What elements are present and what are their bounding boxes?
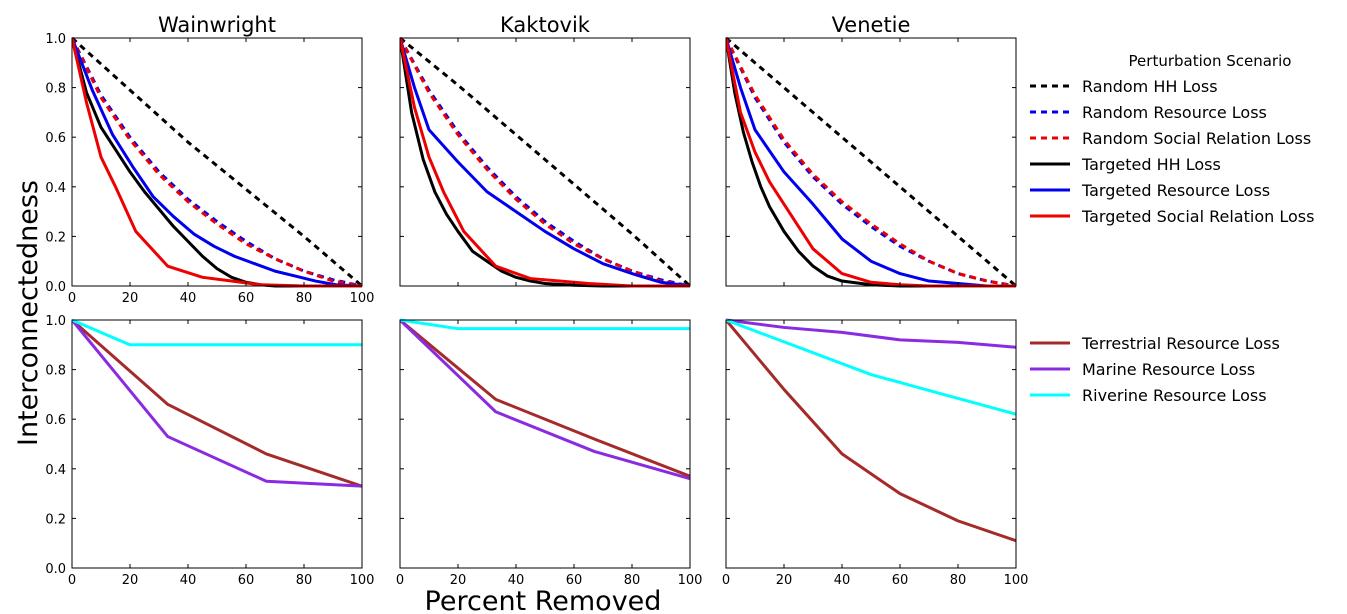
x-tick-label: 100 <box>350 291 375 306</box>
series-line-random-social-relation-loss <box>72 37 362 288</box>
x-tick-label: 0 <box>68 573 76 588</box>
series-line-riverine-resource-loss <box>400 318 690 331</box>
axes-frame <box>71 319 363 569</box>
x-tick-label: 60 <box>238 291 255 306</box>
y-tick-label: 0.8 <box>45 364 66 379</box>
series-line-terrestrial-resource-loss <box>400 318 690 478</box>
series-group <box>400 36 690 288</box>
x-tick-label: 0 <box>68 291 76 306</box>
legend-label-targeted-resource-loss: Targeted Resource Loss <box>1081 181 1270 200</box>
legends: Perturbation Scenario Random HH Loss Rando… <box>1030 52 1314 405</box>
series-line-marine-resource-loss <box>72 319 362 488</box>
subplot-0-2-venetie: Venetie <box>725 13 1017 288</box>
series-group <box>726 36 1016 288</box>
y-tick-label: 0.6 <box>45 413 66 428</box>
x-tick-label: 60 <box>238 573 255 588</box>
x-axis-label: Percent Removed <box>425 586 662 614</box>
legend-title: Perturbation Scenario <box>1129 52 1292 70</box>
subplot-grid: 0 20 40 60 80 100 0.0 0.2 0.4 0.6 0.8 1.0 Wainwright… <box>45 13 1028 588</box>
axes-frame <box>71 37 363 287</box>
series-line-random-resource-loss <box>72 37 362 288</box>
x-tick-label: 20 <box>776 573 793 588</box>
y-tick-label: 0.6 <box>45 131 66 146</box>
x-tick-label: 40 <box>180 291 197 306</box>
series-line-terrestrial-resource-loss <box>72 318 362 488</box>
x-tick-label: 20 <box>122 291 139 306</box>
axes-frame <box>399 319 691 569</box>
series-line-targeted-resource-loss <box>726 37 1016 288</box>
legend-label-random-hh-loss: Random HH Loss <box>1082 77 1218 96</box>
legend-label-random-resource-loss: Random Resource Loss <box>1082 103 1267 122</box>
x-tick-label: 20 <box>122 573 139 588</box>
series-line-targeted-social-relation-loss <box>726 37 1016 288</box>
series-line-random-hh-loss <box>726 36 1016 288</box>
series-line-random-hh-loss <box>400 36 690 288</box>
y-axis-label: Interconnectedness <box>13 180 44 446</box>
series-line-random-social-relation-loss <box>726 37 1016 288</box>
x-tick-label: 20 <box>450 573 467 588</box>
y-tick-label: 0.4 <box>45 463 66 478</box>
x-tick-label: 80 <box>950 573 967 588</box>
legend-bottom: Terrestrial Resource Loss Marine Resource… <box>1030 334 1280 405</box>
series-line-riverine-resource-loss <box>72 318 362 347</box>
series-line-riverine-resource-loss <box>726 318 1016 416</box>
legend-label-random-social-relation-loss: Random Social Relation Loss <box>1082 129 1311 148</box>
axes-frame <box>399 37 691 287</box>
y-tick-label: 0.4 <box>45 181 66 196</box>
x-tick-label: 100 <box>678 573 703 588</box>
subplot-0-1-kaktovik: Kaktovik <box>399 13 691 288</box>
subplot-1-1: 0 20 40 60 80 100 <box>396 318 703 588</box>
series-line-targeted-social-relation-loss <box>400 37 690 288</box>
legend-top: Perturbation Scenario Random HH Loss Rando… <box>1030 52 1314 226</box>
series-line-terrestrial-resource-loss <box>726 319 1016 543</box>
x-tick-label: 80 <box>624 573 641 588</box>
subplot-title: Wainwright <box>158 13 276 37</box>
series-line-marine-resource-loss <box>400 318 690 481</box>
subplot-0-0-wainwright: 0 20 40 60 80 100 0.0 0.2 0.4 0.6 0.8 1.0 Wainwright <box>45 13 374 306</box>
series-group <box>400 318 690 481</box>
y-tick-label: 0.0 <box>45 280 66 295</box>
series-line-targeted-resource-loss <box>72 37 362 288</box>
y-tick-label: 0.0 <box>45 562 66 577</box>
series-line-targeted-social-relation-loss <box>72 37 362 288</box>
x-tick-label: 40 <box>508 573 525 588</box>
x-tick-label: 40 <box>834 573 851 588</box>
y-tick-label: 1.0 <box>45 32 66 47</box>
legend-label-targeted-hh-loss: Targeted HH Loss <box>1081 155 1221 174</box>
series-line-marine-resource-loss <box>726 318 1016 349</box>
y-tick-label: 0.2 <box>45 512 66 527</box>
series-group <box>72 36 362 288</box>
x-tick-label: 60 <box>566 573 583 588</box>
legend-label-terrestrial-resource-loss: Terrestrial Resource Loss <box>1081 334 1280 353</box>
series-group <box>72 318 362 488</box>
subplot-1-0: 0 20 40 60 80 100 0.0 0.2 0.4 0.6 0.8 1.0 <box>45 314 374 588</box>
axes-frame <box>725 319 1017 569</box>
y-tick-label: 0.2 <box>45 230 66 245</box>
series-line-targeted-resource-loss <box>400 37 690 288</box>
x-tick-label: 0 <box>396 573 404 588</box>
subplot-title: Kaktovik <box>500 13 591 37</box>
x-tick-label: 80 <box>296 573 313 588</box>
y-tick-label: 0.8 <box>45 82 66 97</box>
y-tick-label: 1.0 <box>45 314 66 329</box>
legend-label-marine-resource-loss: Marine Resource Loss <box>1082 360 1255 379</box>
subplot-title: Venetie <box>832 13 911 37</box>
x-tick-label: 0 <box>722 573 730 588</box>
x-tick-label: 60 <box>892 573 909 588</box>
legend-label-targeted-social-relation-loss: Targeted Social Relation Loss <box>1081 207 1314 226</box>
subplot-1-2: 0 20 40 60 80 100 <box>722 318 1029 588</box>
x-tick-label: 100 <box>1004 573 1029 588</box>
legend-label-riverine-resource-loss: Riverine Resource Loss <box>1082 386 1267 405</box>
series-group <box>726 318 1016 543</box>
x-tick-label: 100 <box>350 573 375 588</box>
x-tick-label: 80 <box>296 291 313 306</box>
axes-frame <box>725 37 1017 287</box>
x-tick-label: 40 <box>180 573 197 588</box>
